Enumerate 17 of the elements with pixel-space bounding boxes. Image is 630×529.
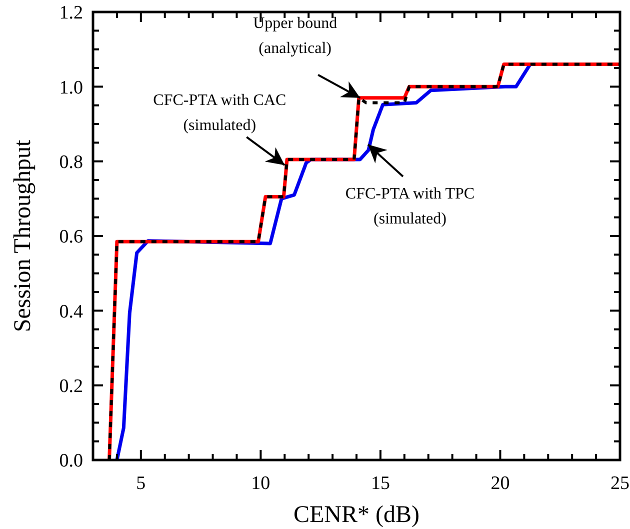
annotation: CFC-PTA with TPC (simulated) [345,186,475,228]
y-axis-title: Session Throughput [10,140,36,332]
x-tick-label: 20 [490,473,510,494]
annotation: CFC-PTA with CAC (simulated) [153,92,286,134]
y-tick-label: 0.8 [59,152,83,173]
x-tick-label: 15 [370,473,390,494]
annotation: Upper bound (analytical) [253,14,338,57]
y-tick-label: 0.6 [59,226,83,248]
y-tick-label: 1.2 [59,2,83,24]
y-tick-label: 0.4 [59,301,84,322]
y-tick-label: 0.2 [59,376,83,397]
text: 0.0 [59,450,83,472]
y-tick-label: 1.0 [59,77,83,98]
x-axis-title: CENR* (dB) [294,502,420,528]
x-tick-label: 10 [251,473,270,494]
x-tick-label: 5 [136,473,146,494]
x-tick-label: 25 [610,473,630,494]
